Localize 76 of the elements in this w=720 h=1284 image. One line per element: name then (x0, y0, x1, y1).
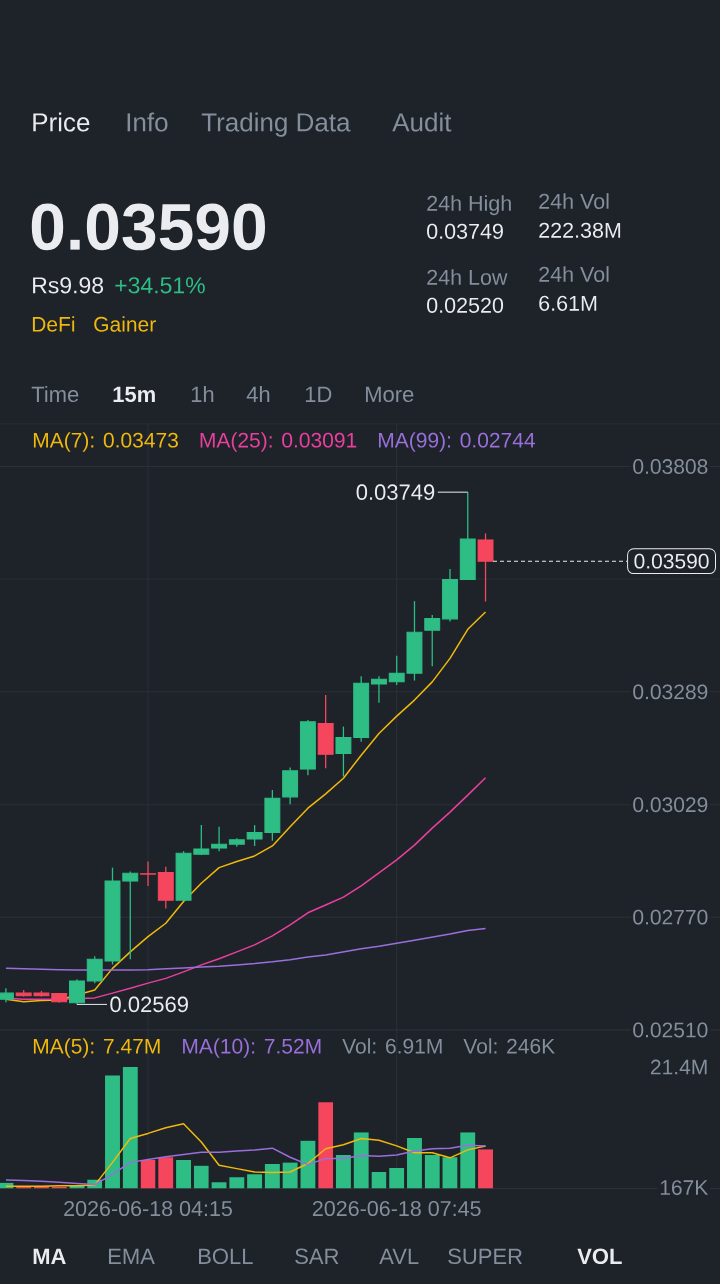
bar (353, 1132, 369, 1189)
text: 0.02520 (427, 297, 504, 313)
text: 6.61M (539, 295, 597, 311)
ref-line-label: 0.03590 (634, 553, 709, 569)
bar (211, 1182, 227, 1189)
y-tick-label: 0.03808 (633, 459, 708, 474)
bar (229, 1177, 245, 1189)
text: Gainer (94, 316, 156, 332)
bar (247, 1174, 263, 1189)
annotation: 0.02569 (110, 996, 188, 1013)
text: 24h High (427, 195, 511, 216)
text: MA(99): 0.02744 (378, 432, 535, 452)
text: Price (33, 112, 90, 132)
line-series (5, 1144, 487, 1186)
annotation: 0.03749 (356, 484, 435, 500)
bar (193, 1165, 209, 1189)
text: BOLL (199, 1248, 253, 1265)
bar (158, 1157, 174, 1189)
text: DeFi (32, 316, 75, 332)
bar (371, 1172, 387, 1189)
text: EMA (109, 1248, 155, 1264)
text: Audit (392, 112, 452, 132)
text: Rs9.98 (33, 277, 104, 294)
text: 1D (305, 386, 332, 402)
text: 222.38M (539, 222, 621, 238)
text: MA (33, 1248, 66, 1264)
y-tick-label: 0.02510 (633, 1022, 708, 1038)
bar (264, 1164, 280, 1189)
bar (122, 1066, 138, 1189)
annotation: Vol: 246K (463, 1038, 555, 1054)
bar (407, 1137, 422, 1189)
y-tick-label: 21.4M (650, 1059, 707, 1075)
bar (389, 1168, 405, 1189)
bar (335, 1155, 351, 1189)
y-tick-label: 0.02770 (633, 909, 708, 925)
candlestick (140, 860, 156, 887)
bar (318, 1102, 334, 1189)
annotation: Vol: 6.91M (342, 1038, 442, 1054)
text: MA(25): 0.03091 (200, 432, 357, 452)
text: +34.51% (115, 277, 205, 294)
candlestick (370, 675, 387, 704)
bar (442, 1157, 458, 1189)
x-tick-label: 2026-06-18 04:15 (64, 1200, 232, 1217)
candlestick (211, 826, 228, 852)
bar (478, 1149, 493, 1189)
candlestick (424, 614, 441, 667)
bar (424, 1155, 440, 1189)
x-tick-label: 2026-06-18 07:45 (312, 1200, 481, 1217)
text: Info (127, 112, 168, 132)
text: 24h Vol (539, 193, 609, 209)
bar (105, 1075, 120, 1189)
text: MA(5): 7.47M (33, 1038, 160, 1058)
candlestick (69, 978, 85, 1006)
text: SAR (295, 1248, 339, 1265)
text: 24h Low (427, 269, 508, 285)
text: VOL (577, 1248, 622, 1265)
text: More (366, 386, 414, 403)
text: SUPER (448, 1248, 522, 1265)
y-tick-label: 0.03029 (633, 797, 708, 813)
bar (140, 1160, 156, 1189)
candlestick (477, 532, 494, 603)
text: Trading Data (201, 112, 351, 137)
y-tick-label: 0.03289 (633, 684, 708, 700)
text: 4h (246, 385, 270, 402)
text: 15m (113, 386, 155, 403)
text: Time (31, 385, 79, 403)
text: MA(10): 7.52M (183, 1038, 321, 1058)
text: 0.03590 (31, 203, 266, 251)
y-tick-label: 167K (660, 1180, 709, 1195)
text: 0.03749 (427, 223, 503, 239)
bar (460, 1132, 476, 1189)
text: 24h Vol (539, 266, 609, 282)
bar (176, 1160, 192, 1189)
text: 1h (191, 385, 214, 402)
text: MA(7): 0.03473 (33, 432, 178, 452)
text: AVL (379, 1248, 419, 1264)
